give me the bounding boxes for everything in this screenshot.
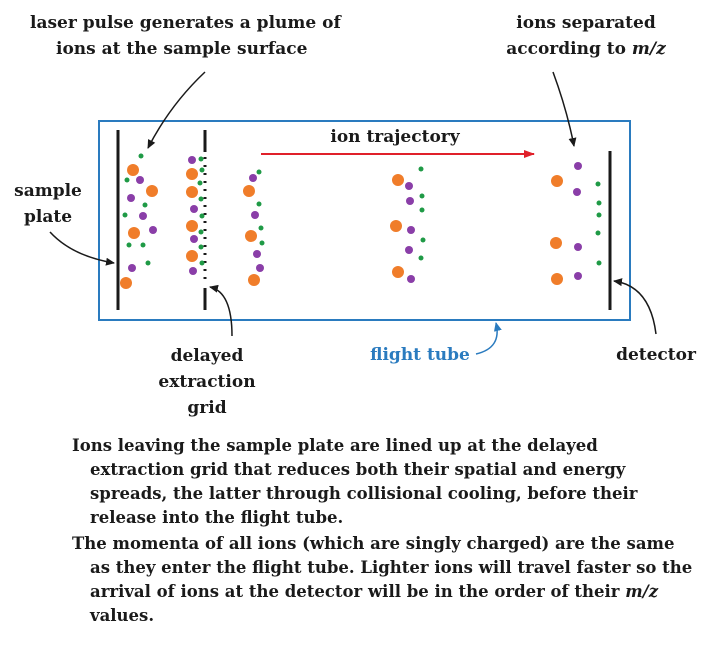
separated-label-line1: ions separated xyxy=(516,13,656,33)
ions-at-detector xyxy=(550,162,602,285)
separated-label-line2: according to m/z xyxy=(506,39,666,59)
grid-label-line1: delayed xyxy=(171,346,244,366)
flight-tube-box xyxy=(99,121,630,320)
trajectory-label: ion trajectory xyxy=(330,127,460,147)
ions-released xyxy=(243,170,265,287)
laser-label-line1: laser pulse generates a plume of xyxy=(30,13,342,33)
ions-in-flight xyxy=(390,167,426,284)
grid-pointer-arrow xyxy=(210,287,232,336)
flight-tube-label: flight tube xyxy=(370,345,470,365)
sample-plate-pointer-arrow xyxy=(50,232,114,263)
tof-diagram: laser pulse generates a plume of ions at… xyxy=(0,0,711,430)
laser-pointer-arrow xyxy=(148,72,205,148)
flight-tube-pointer-arrow xyxy=(476,323,497,354)
caption-p2-mz: m/z xyxy=(625,582,658,601)
grid-label-line2: extraction xyxy=(158,372,255,392)
caption-paragraph-1: Ions leaving the sample plate are lined … xyxy=(72,434,697,530)
ions-plume xyxy=(120,154,158,290)
sample-plate-label-line1: sample xyxy=(14,181,82,201)
separated-mz: m/z xyxy=(632,39,666,59)
laser-label-line2: ions at the sample surface xyxy=(56,39,308,59)
caption-p2-end: values. xyxy=(90,606,154,625)
separated-label-prefix: according to xyxy=(506,39,632,59)
caption: Ions leaving the sample plate are lined … xyxy=(72,434,697,630)
separated-pointer-arrow xyxy=(553,72,574,146)
detector-label: detector xyxy=(616,345,697,365)
grid-label-line3: grid xyxy=(187,398,226,418)
caption-paragraph-2: The momenta of all ions (which are singl… xyxy=(72,532,697,628)
detector-pointer-arrow xyxy=(614,281,656,334)
sample-plate-label-line2: plate xyxy=(24,207,72,227)
caption-p2-text: The momenta of all ions (which are singl… xyxy=(72,534,692,601)
ions-at-grid xyxy=(186,156,205,275)
